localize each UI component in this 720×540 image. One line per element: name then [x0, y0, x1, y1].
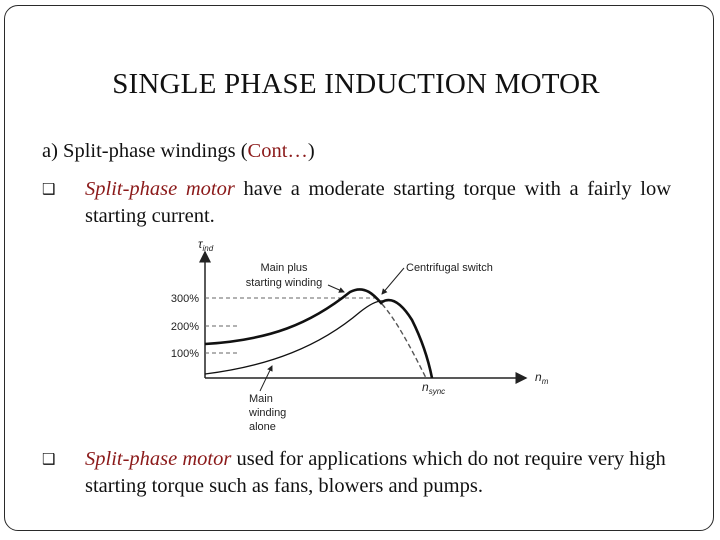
curve-main-winding-alone [204, 300, 385, 375]
bullet-item-2: ❑ Split-phase motor used for application… [42, 446, 672, 506]
section-subheading: a) Split-phase windings (Cont…) [42, 140, 315, 163]
slide-frame [4, 5, 714, 531]
annotation-centrifugal-switch: Centrifugal switch [406, 262, 493, 274]
checkbox-bullet-icon: ❑ [42, 180, 56, 198]
subheading-suffix: ) [307, 140, 315, 162]
annotation-main-alone-line1: Main [249, 393, 273, 405]
bullet-body: have a moderate starting torque with a f… [85, 178, 671, 227]
annotation-main-plus-pointer [327, 284, 345, 293]
y-tick-label-100: 100% [171, 348, 199, 360]
y-tick-label-200: 200% [171, 321, 199, 333]
curve-main-plus-starting [204, 288, 383, 346]
bullet-emphasis: Split-phase motor [85, 178, 235, 200]
y-tick-label-300: 300% [171, 293, 199, 305]
sync-speed-label: nsync [422, 380, 445, 396]
checkbox-bullet-icon: ❑ [42, 450, 56, 468]
bullet-item-1: ❑ Split-phase motor have a moderate star… [42, 176, 672, 236]
bullet-body: used for applications which do not requi… [85, 448, 666, 497]
curve-after-switch [381, 298, 434, 379]
bullet-emphasis: Split-phase motor [85, 448, 232, 470]
annotation-main-plus-line1: Main plus [260, 262, 308, 274]
annotation-main-plus-line2: starting winding [246, 277, 322, 289]
subheading-prefix: a) Split-phase windings ( [42, 140, 248, 162]
annotation-main-alone-line2: winding [248, 407, 286, 419]
annotation-main-alone-pointer [259, 365, 273, 392]
x-axis-label: nm [535, 370, 549, 386]
bullet-text: Split-phase motor have a moderate starti… [85, 176, 671, 230]
annotation-switch-pointer [381, 267, 405, 295]
curve-dashed-continuation [381, 303, 427, 379]
subheading-accent: Cont… [247, 140, 308, 162]
torque-speed-figure: τind 300% 200% 100% nsync nm Main plus s… [171, 237, 549, 433]
slide-title: SINGLE PHASE INDUCTION MOTOR [112, 68, 600, 100]
bullet-text: Split-phase motor used for applications … [85, 446, 671, 500]
y-axis-label: τind [198, 237, 214, 253]
annotation-main-alone-line3: alone [249, 421, 276, 433]
